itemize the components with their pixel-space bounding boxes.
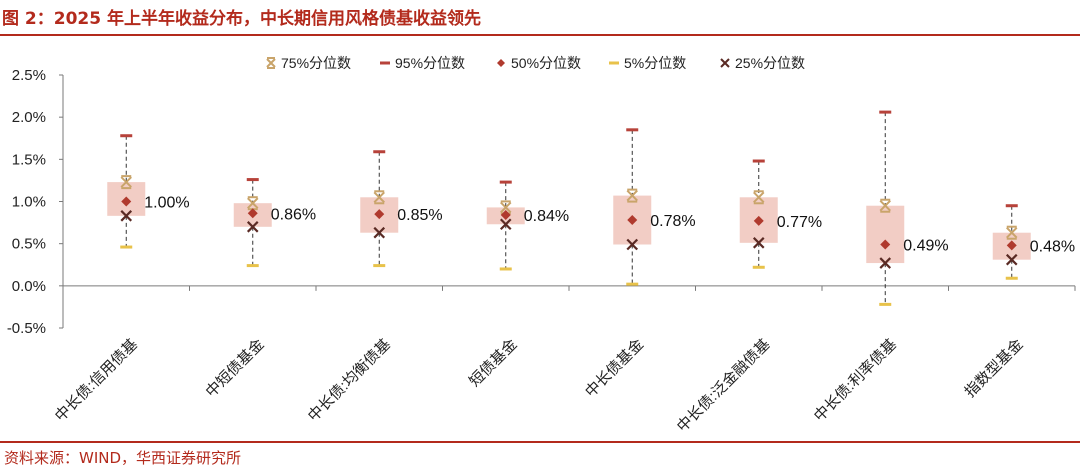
p25-marker-stroke [373,226,386,239]
p75-marker [373,190,385,205]
p75-marker-stroke [373,191,385,203]
p50-marker [374,209,385,220]
x-tick-label: 中长债:利率债基 [811,336,900,425]
p25-marker [373,226,386,239]
y-tick-label: 1.5% [12,151,46,168]
p75-marker-stroke [1006,226,1018,239]
x-tick-label: 中长债基金 [582,336,647,401]
p25-marker-stroke [1005,253,1018,266]
p75-marker-stroke [879,200,891,212]
x-tick-label: 中长债:均衡债基 [305,336,394,425]
p50-marker [500,209,511,220]
figure-title: 图 2：2025 年上半年收益分布，中长期信用风格债基收益领先 [2,9,481,29]
source-note: 资料来源：WIND，华西证券研究所 [4,449,242,467]
p75-marker [879,198,891,213]
box-plot-chart: -0.5% 0.0% 0.5% 1.0% 1.5% 2.0% 2.5% 75%分位数 95%分… [7,55,1076,436]
y-tick-label: 0.0% [12,278,46,295]
p75-marker-stroke [247,197,259,209]
legend-label: 95%分位数 [395,55,465,71]
p50-marker [880,239,891,250]
legend-label: 50%分位数 [511,55,581,71]
y-tick-label: 2.0% [12,109,46,126]
p25-marker-stroke [752,237,765,249]
p75-marker [753,190,765,205]
x-tick-label: 指数型基金 [962,336,1027,401]
x-axis [62,285,1076,291]
median-data-label: 0.78% [650,213,695,230]
median-data-label: 0.48% [1030,238,1075,255]
p25-marker-stroke [626,238,639,251]
legend-marker-p50 [497,59,505,67]
p25-marker [879,257,892,269]
p25-marker [752,237,765,249]
x-tick-label: 中长债:信用债基 [52,336,141,425]
y-axis: -0.5% 0.0% 0.5% 1.0% 1.5% 2.0% 2.5% [7,67,64,337]
title-rule [0,34,1080,36]
p50-marker [627,215,638,226]
median-data-label: 0.85% [397,207,442,224]
x-tick-label: 中短债基金 [203,336,268,401]
median-data-label: 1.00% [144,195,189,212]
p50-marker [121,196,132,207]
median-data-label: 0.77% [777,214,822,231]
y-tick-label: 2.5% [12,67,46,84]
y-tick-label: -0.5% [7,320,46,337]
p75-marker [120,175,132,190]
legend-marker-p75 [266,57,276,69]
p75-marker [626,188,638,203]
p75-marker-stroke [626,189,638,202]
p50-marker [753,215,764,226]
iqr-box [866,205,905,264]
source-rule [0,441,1080,443]
median-data-label: 0.86% [271,206,316,223]
y-tick-label: 0.5% [12,236,46,253]
p50-marker [247,208,258,219]
p75-marker-stroke [753,191,765,203]
p25-marker [1005,253,1018,266]
p25-marker [120,210,133,222]
p25-marker-stroke [879,257,892,269]
x-tick-label: 短债基金 [466,336,520,390]
p25-marker [499,218,512,231]
legend-label: 5%分位数 [624,55,686,71]
legend-label: 25%分位数 [735,55,805,71]
p25-marker [246,221,259,233]
legend-marker-p25 [720,58,730,68]
p25-marker-stroke [246,221,259,233]
chart-marks: 1.00% 0.86% 0.85% 0.84% 0.78% 0.77% 0.49% 0.48% [107,110,1075,306]
legend-label: 75%分位数 [281,55,351,71]
p75-marker-stroke [120,176,132,188]
legend-marker-p75-stroke [266,58,276,68]
p25-marker-stroke [499,218,512,231]
p50-marker [1006,240,1017,251]
x-tick-labels: 中长债:信用债基 中短债基金 中长债:均衡债基 短债基金 中长债基金 中长债:泛金融债基中… [52,336,1027,436]
p25-marker-stroke [120,210,133,222]
y-tick-label: 1.0% [12,194,46,211]
chart-legend: 75%分位数 95%分位数 50%分位数 5%分位数 25%分位数 [266,55,805,71]
p25-marker [626,238,639,251]
p75-marker [1006,225,1018,240]
p75-marker-stroke [500,201,512,214]
x-tick-label: 中长债:泛金融债基 [674,336,774,436]
median-data-label: 0.49% [903,238,948,255]
median-data-label: 0.84% [524,208,569,225]
legend-marker-p25-stroke [720,58,730,68]
